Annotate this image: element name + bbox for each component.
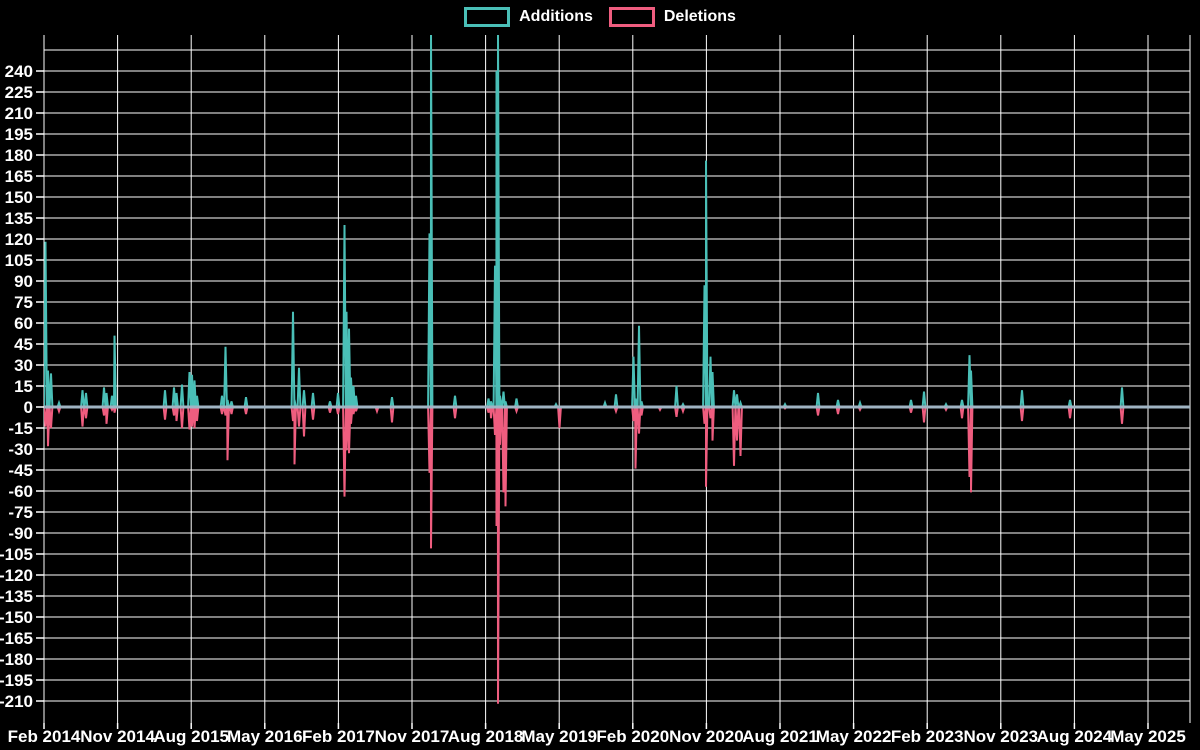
x-tick-label: May 2016 bbox=[227, 727, 303, 746]
y-tick-label: 105 bbox=[5, 251, 33, 270]
y-tick-label: 45 bbox=[14, 335, 33, 354]
y-tick-label: 30 bbox=[14, 356, 33, 375]
y-tick-label: -45 bbox=[8, 461, 33, 480]
y-tick-label: 60 bbox=[14, 314, 33, 333]
y-axis-labels: -210-195-180-165-150-135-120-105-90-75-6… bbox=[0, 62, 33, 711]
y-tick-label: -75 bbox=[8, 503, 33, 522]
y-tick-label: -15 bbox=[8, 419, 33, 438]
x-tick-label: Feb 2020 bbox=[596, 727, 669, 746]
y-tick-label: -165 bbox=[0, 629, 33, 648]
y-tick-label: 15 bbox=[14, 377, 33, 396]
y-tick-label: 150 bbox=[5, 188, 33, 207]
y-tick-label: -90 bbox=[8, 524, 33, 543]
x-tick-label: Nov 2020 bbox=[669, 727, 744, 746]
x-tick-label: Feb 2017 bbox=[302, 727, 375, 746]
x-tick-label: Aug 2018 bbox=[448, 727, 524, 746]
y-tick-label: 0 bbox=[24, 398, 33, 417]
y-tick-label: -135 bbox=[0, 587, 33, 606]
y-axis-ticks bbox=[36, 70, 44, 702]
x-tick-label: Feb 2023 bbox=[891, 727, 964, 746]
legend-item-additions[interactable]: Additions bbox=[464, 7, 593, 27]
y-tick-label: 210 bbox=[5, 104, 33, 123]
y-tick-label: -210 bbox=[0, 692, 33, 711]
y-tick-label: -60 bbox=[8, 482, 33, 501]
additions-swatch-icon bbox=[464, 7, 511, 27]
y-tick-label: 195 bbox=[5, 125, 33, 144]
deletions-swatch-icon bbox=[608, 7, 655, 27]
y-tick-label: -195 bbox=[0, 671, 33, 690]
legend-item-deletions[interactable]: Deletions bbox=[608, 7, 736, 27]
x-tick-label: Aug 2015 bbox=[153, 727, 229, 746]
y-tick-label: 225 bbox=[5, 83, 33, 102]
y-tick-label: 90 bbox=[14, 272, 33, 291]
x-tick-label: Nov 2014 bbox=[80, 727, 155, 746]
x-tick-label: Aug 2021 bbox=[742, 727, 818, 746]
y-tick-label: 240 bbox=[5, 62, 33, 81]
y-tick-label: -30 bbox=[8, 440, 33, 459]
y-tick-label: 165 bbox=[5, 167, 33, 186]
y-tick-label: 135 bbox=[5, 209, 33, 228]
y-tick-label: -120 bbox=[0, 566, 33, 585]
chart-legend: Additions Deletions bbox=[0, 7, 1200, 27]
y-tick-label: 180 bbox=[5, 146, 33, 165]
x-tick-label: May 2025 bbox=[1110, 727, 1186, 746]
x-axis-ticks bbox=[43, 723, 1149, 729]
y-tick-label: 75 bbox=[14, 293, 33, 312]
horizontal-gridlines bbox=[44, 49, 1190, 702]
y-tick-label: -150 bbox=[0, 608, 33, 627]
x-tick-label: Aug 2024 bbox=[1037, 727, 1113, 746]
x-tick-label: Feb 2014 bbox=[8, 727, 81, 746]
additions-line bbox=[44, 35, 1190, 408]
y-tick-label: 120 bbox=[5, 230, 33, 249]
x-tick-label: Nov 2017 bbox=[375, 727, 450, 746]
legend-label-additions: Additions bbox=[519, 8, 593, 25]
x-tick-label: Nov 2023 bbox=[963, 727, 1038, 746]
legend-label-deletions: Deletions bbox=[663, 8, 736, 25]
vertical-gridlines bbox=[43, 35, 1191, 723]
x-tick-label: May 2019 bbox=[521, 727, 597, 746]
x-tick-label: May 2022 bbox=[816, 727, 892, 746]
y-tick-label: -105 bbox=[0, 545, 33, 564]
y-tick-label: -180 bbox=[0, 650, 33, 669]
